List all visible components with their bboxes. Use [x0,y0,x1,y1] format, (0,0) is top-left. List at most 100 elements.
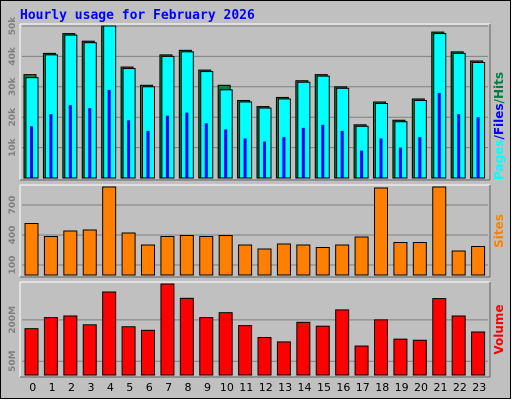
pages-bar [88,108,92,178]
volume-bar [393,338,408,376]
hour-label: 8 [185,381,192,394]
hour-label: 10 [220,381,234,394]
volume-bar [412,339,427,376]
volume-bar [63,315,78,376]
hour-label: 23 [472,381,486,394]
volume-bar [432,298,447,376]
hour-label: 3 [87,381,94,394]
pages-bar [398,147,402,178]
hour-label: 4 [107,381,114,394]
legend-hits: Hits [492,72,506,99]
pages-bar [30,126,33,178]
sites-bar [412,242,427,276]
hits-files-pages-ytick-label: 40k [8,46,18,66]
pages-bar [165,115,169,178]
sites-bar [374,187,388,276]
volume-bar [335,309,350,376]
hits-files-pages-panel [20,24,490,180]
pages-bar [457,114,461,178]
sites-bar [102,186,117,276]
sites-bar [471,246,486,276]
sites-bar [218,235,233,276]
sites-bar [82,229,97,276]
hour-label: 20 [414,381,428,394]
volume-bar [238,325,253,376]
volume-bar [451,315,466,376]
volume-bar [160,283,175,376]
sites-bar [63,230,78,276]
volume-bar [471,331,486,376]
sites-bar [199,236,214,276]
volume-bar [315,325,330,376]
sites-panel [20,185,490,277]
hour-label: 14 [298,381,312,394]
pages-bar [321,124,325,178]
legend-volume: Volume [492,304,506,354]
volume-ytick-label: 50M [8,350,18,372]
volume-bar [43,317,58,376]
hour-label: 18 [375,381,389,394]
hour-label: 13 [278,381,292,394]
volume-bar [121,326,136,376]
pages-bar [437,92,441,178]
pages-bar [49,114,53,178]
sites-bar [432,186,447,276]
sites-bar [257,248,272,276]
legend-files: Files [492,103,506,135]
pages-bar [146,130,150,178]
sites-bar [276,243,291,276]
sites-bar [141,244,155,276]
pages-bar [476,117,480,178]
volume-bar [179,297,194,376]
volume-ytick-label: 200M [8,306,18,334]
pages-bar [263,141,266,178]
hits-files-pages-ytick-label: 50k [8,16,18,36]
pages-bar [204,123,208,178]
hour-label: 7 [165,381,172,394]
sites-bar [296,244,311,276]
sites-bar [160,236,175,276]
hour-label: 21 [433,381,447,394]
volume-bar [102,291,117,376]
pages-bar [379,138,383,178]
hour-label: 6 [146,381,153,394]
pages-bar [127,120,131,178]
pages-bar [185,112,189,178]
pages-bar [282,136,286,178]
hits-files-pages-ytick-label: 10k [8,137,18,157]
sites-bar [354,236,369,276]
sites-bar [451,250,466,276]
sites-bar [121,232,136,276]
pages-bar [340,130,344,178]
volume-bar [24,328,39,376]
sites-bar [315,247,330,276]
volume-bar [218,312,233,376]
volume-bar [257,336,272,376]
hour-label: 22 [453,381,467,394]
hour-label: 16 [336,381,350,394]
sites-bar [335,244,350,276]
sites-bar [43,236,58,276]
sites-bar [238,244,253,276]
volume-bar [199,317,214,376]
hour-label: 19 [395,381,409,394]
volume-bar [276,341,291,376]
hour-label: 11 [239,381,253,394]
sites-ytick-label: 400 [8,226,18,245]
sites-bar [24,223,39,276]
hour-label: 9 [204,381,211,394]
volume-bar [374,319,388,376]
pages-bar [360,150,364,178]
legend-pages: Pages [492,140,506,180]
pages-bar [243,138,247,178]
volume-bar [82,324,97,376]
hour-label: 1 [49,381,56,394]
hour-label: 5 [126,381,133,394]
legend-sep1: / [492,135,506,140]
hour-label: 17 [356,381,370,394]
hits-files-pages-ytick-label: 30k [8,77,18,97]
volume-bar [296,321,311,376]
pages-bar [224,129,228,178]
